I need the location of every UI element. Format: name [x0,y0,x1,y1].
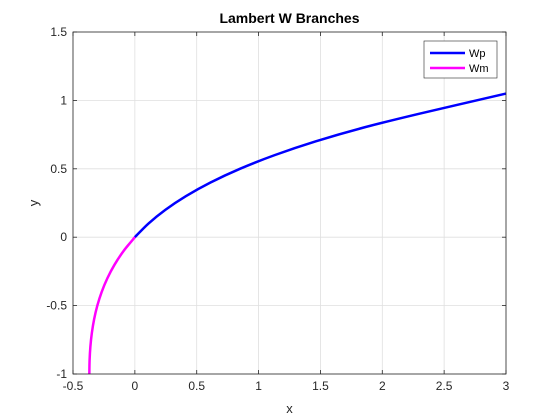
y-tick-label: -0.5 [46,299,67,313]
y-tick-label: 0 [60,230,67,244]
y-tick-label: -1 [56,367,67,381]
y-axis-label: y [26,199,41,206]
legend: Wp Wm [423,40,498,79]
series-lines [88,92,507,375]
plot-area [73,32,506,374]
y-tick-label: 1 [60,93,67,107]
x-tick-label: 0.5 [188,379,205,393]
plot-frame [72,31,507,375]
x-tick-label: -0.5 [63,379,84,393]
x-tick-label: 3 [503,379,510,393]
axis-ticks: -0.5 0 0.5 1 1.5 2 2.5 3-1-0.500.511.5 [46,25,509,393]
legend-box [423,40,498,79]
legend-label-wp: Wp [469,48,486,60]
legend-label-wm: Wm [469,63,489,75]
series-line-wm [88,236,136,375]
x-tick-label: 2 [379,379,386,393]
y-tick-label: 0.5 [50,162,67,176]
x-axis-label: x [286,401,293,416]
x-tick-label: 2.5 [436,379,453,393]
x-tick-label: 1 [255,379,262,393]
chart-title: Lambert W Branches [219,10,359,26]
x-tick-label: 1.5 [312,379,329,393]
x-tick-label: 0 [132,379,139,393]
y-tick-label: 1.5 [50,25,67,39]
series-line-wp [133,92,507,239]
